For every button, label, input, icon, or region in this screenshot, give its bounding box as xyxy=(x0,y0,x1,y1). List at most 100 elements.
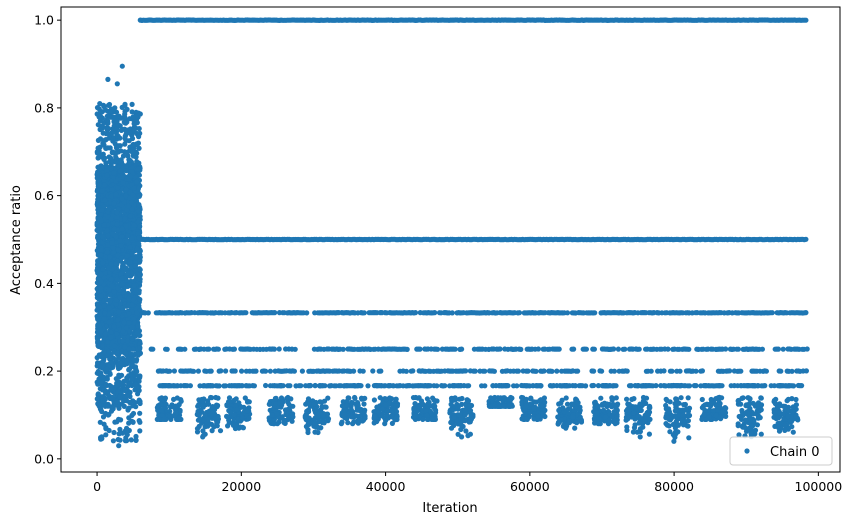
data-point xyxy=(137,428,143,434)
data-point xyxy=(106,287,112,293)
data-point xyxy=(175,415,182,421)
data-point xyxy=(759,346,766,352)
data-point xyxy=(100,414,107,420)
data-point xyxy=(283,411,290,417)
data-point xyxy=(215,395,221,401)
data-point xyxy=(129,206,135,212)
data-point xyxy=(106,206,112,212)
data-point xyxy=(173,410,179,416)
data-point xyxy=(105,242,111,248)
data-point xyxy=(94,188,100,194)
data-point xyxy=(115,389,121,395)
data-point xyxy=(169,402,175,408)
data-point xyxy=(103,388,109,394)
data-point xyxy=(111,129,117,135)
data-point xyxy=(115,365,122,372)
data-point xyxy=(213,383,219,389)
data-point xyxy=(281,420,287,426)
data-point xyxy=(95,391,101,397)
data-point xyxy=(403,368,409,374)
data-point xyxy=(130,150,136,156)
data-point xyxy=(122,103,128,109)
data-point xyxy=(120,180,126,186)
data-point xyxy=(103,107,109,113)
data-point xyxy=(127,399,133,406)
data-point xyxy=(95,343,101,349)
data-point xyxy=(243,383,249,389)
data-point xyxy=(319,399,325,405)
data-point xyxy=(137,257,143,264)
data-point xyxy=(541,368,547,374)
data-point xyxy=(126,320,132,326)
data-point xyxy=(134,384,140,390)
data-point xyxy=(123,128,129,134)
data-point xyxy=(769,310,775,316)
data-point xyxy=(123,349,129,355)
data-point xyxy=(340,346,346,352)
data-point xyxy=(636,346,642,352)
data-point xyxy=(94,334,100,340)
data-point xyxy=(98,328,104,335)
data-point xyxy=(111,288,117,295)
data-point xyxy=(134,368,140,375)
data-point xyxy=(133,433,139,440)
data-point xyxy=(120,338,126,344)
data-point xyxy=(123,163,129,169)
data-point xyxy=(113,297,120,303)
data-point xyxy=(291,368,297,374)
data-point xyxy=(307,383,314,389)
data-point xyxy=(111,249,117,255)
data-point xyxy=(114,214,120,220)
data-point xyxy=(130,346,136,352)
data-point xyxy=(269,412,275,418)
data-point xyxy=(128,371,134,377)
data-point xyxy=(137,271,143,278)
data-point xyxy=(276,400,283,406)
data-point xyxy=(96,224,102,230)
data-point xyxy=(154,416,160,422)
data-point xyxy=(106,135,112,141)
data-point xyxy=(136,241,142,247)
data-point xyxy=(129,169,135,175)
data-point xyxy=(106,319,112,325)
data-point xyxy=(114,350,120,356)
data-point xyxy=(365,383,371,389)
data-point xyxy=(134,245,140,252)
data-point xyxy=(122,114,128,120)
data-point xyxy=(693,383,699,389)
data-point xyxy=(194,426,201,432)
data-point xyxy=(98,293,104,299)
data-point xyxy=(111,226,117,232)
data-point xyxy=(145,310,151,316)
data-point xyxy=(312,383,318,389)
data-point xyxy=(105,403,111,409)
data-point xyxy=(104,117,110,123)
data-point xyxy=(234,407,240,413)
data-point xyxy=(132,263,138,269)
data-point xyxy=(134,159,140,165)
data-point xyxy=(117,238,123,244)
data-point xyxy=(105,232,111,239)
data-point xyxy=(120,328,126,334)
data-point xyxy=(103,381,109,388)
data-point xyxy=(124,149,130,156)
data-point xyxy=(124,438,130,444)
data-point xyxy=(100,260,106,266)
data-point xyxy=(136,134,142,140)
data-point xyxy=(111,200,117,206)
data-point xyxy=(116,338,122,344)
data-point xyxy=(127,213,133,219)
data-point xyxy=(105,102,112,108)
data-point xyxy=(94,171,100,178)
data-point xyxy=(124,425,130,431)
data-point xyxy=(178,398,184,404)
data-point xyxy=(131,283,137,289)
data-point xyxy=(277,383,283,389)
data-point xyxy=(106,305,113,311)
data-point xyxy=(173,403,179,409)
data-point xyxy=(157,396,163,402)
data-point xyxy=(472,368,478,374)
data-point xyxy=(312,429,318,435)
data-point xyxy=(226,420,232,426)
data-point xyxy=(107,292,113,298)
